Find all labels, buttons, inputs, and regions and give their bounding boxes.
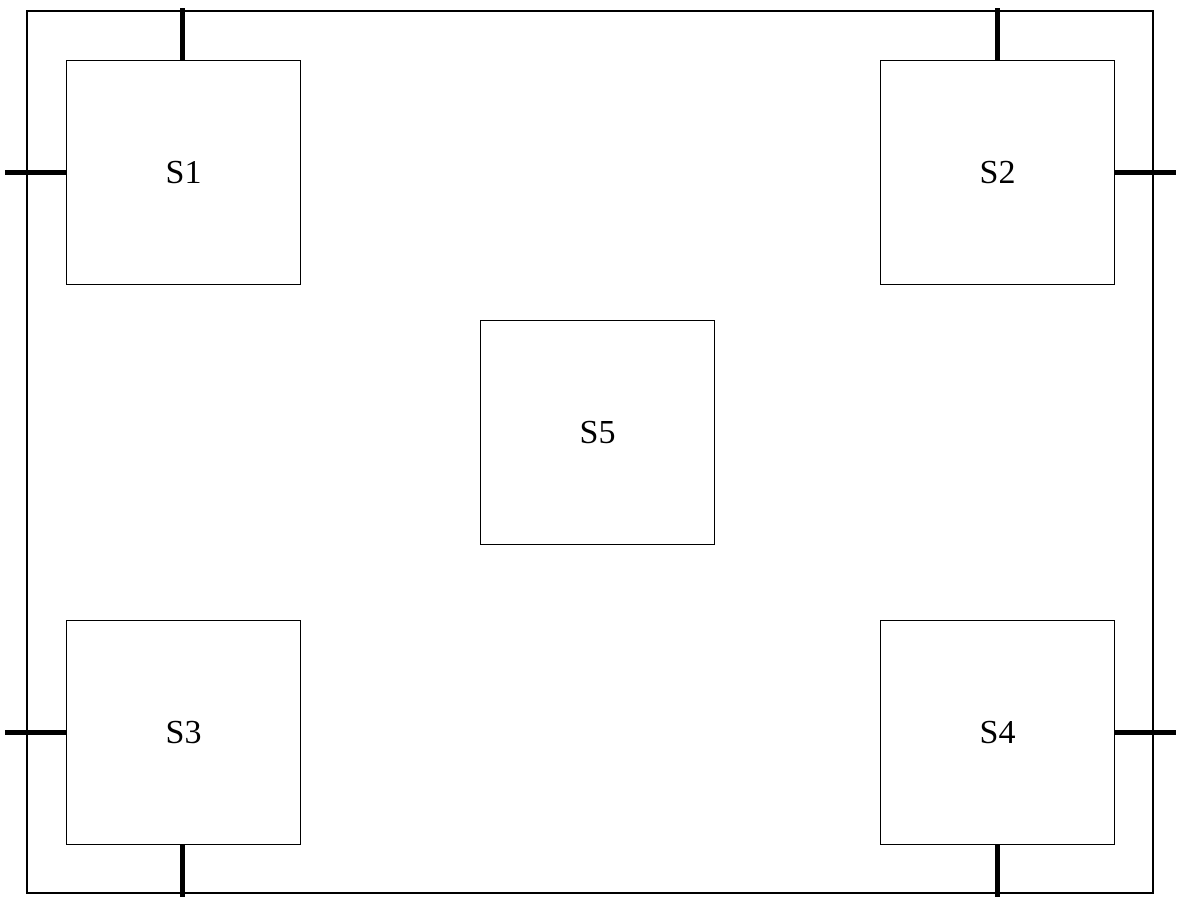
node-s2: S2 xyxy=(880,60,1115,285)
tick-s4-right xyxy=(1113,730,1176,735)
tick-s3-left xyxy=(5,730,68,735)
node-s3: S3 xyxy=(66,620,301,845)
tick-s2-top xyxy=(995,8,1000,62)
tick-s1-left xyxy=(5,170,68,175)
node-s5: S5 xyxy=(480,320,715,545)
tick-s4-bottom xyxy=(995,843,1000,897)
tick-s3-bottom xyxy=(180,843,185,897)
node-s3-label: S3 xyxy=(166,714,202,752)
tick-s2-right xyxy=(1113,170,1176,175)
node-s4: S4 xyxy=(880,620,1115,845)
node-s5-label: S5 xyxy=(580,414,616,452)
node-s2-label: S2 xyxy=(980,154,1016,192)
node-s1: S1 xyxy=(66,60,301,285)
tick-s1-top xyxy=(180,8,185,62)
node-s4-label: S4 xyxy=(980,714,1016,752)
diagram-container: S1 S2 S3 S4 S5 xyxy=(0,0,1185,902)
node-s1-label: S1 xyxy=(166,154,202,192)
